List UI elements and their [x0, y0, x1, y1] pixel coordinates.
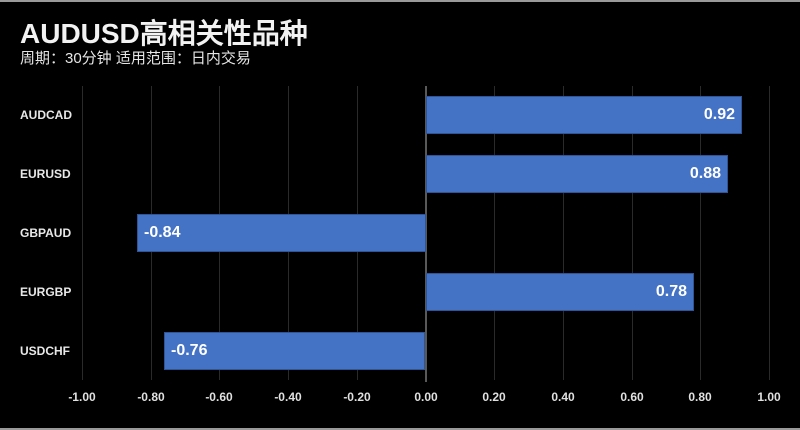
x-axis-tick-label: -0.40 — [274, 390, 302, 404]
top-border — [0, 0, 800, 2]
gridline — [563, 86, 564, 380]
bottom-border — [0, 428, 800, 430]
category-label: GBPAUD — [20, 226, 72, 240]
gridline — [700, 86, 701, 380]
category-label: EURGBP — [20, 285, 72, 299]
x-axis-tick-label: 1.00 — [757, 390, 781, 404]
gridline — [632, 86, 633, 380]
bar-usdchf[interactable]: -0.76 — [164, 332, 425, 370]
bar-value-label: 0.78 — [655, 283, 687, 300]
chart-subtitle: 周期：30分钟 适用范围：日内交易 — [20, 50, 251, 67]
x-axis-tick-label: -1.00 — [68, 390, 96, 404]
bar-gbpaud[interactable]: -0.84 — [137, 214, 426, 252]
x-axis-tick-label: -0.80 — [137, 390, 165, 404]
gridline — [769, 86, 770, 380]
x-axis-tick-label: -0.60 — [205, 390, 233, 404]
bar-value-label: 0.92 — [703, 106, 735, 123]
bar-audcad[interactable]: 0.92 — [426, 96, 742, 134]
category-label: USDCHF — [20, 344, 70, 358]
category-label: AUDCAD — [20, 108, 72, 122]
x-axis-tick-label: 0.20 — [482, 390, 506, 404]
bar-eurusd[interactable]: 0.88 — [426, 155, 728, 193]
category-label: EURUSD — [20, 167, 71, 181]
bar-value-label: -0.84 — [144, 224, 181, 241]
zero-axis-line — [425, 86, 427, 382]
x-axis-tick-label: 0.40 — [551, 390, 575, 404]
x-axis-tick-label: 0.00 — [414, 390, 438, 404]
chart-title: AUDUSD高相关性品种 — [20, 18, 308, 49]
gridline — [494, 86, 495, 380]
x-axis-tick-label: 0.60 — [620, 390, 644, 404]
bar-value-label: 0.88 — [689, 165, 721, 182]
x-axis-tick-label: 0.80 — [688, 390, 712, 404]
bar-value-label: -0.76 — [171, 342, 208, 359]
gridline — [82, 86, 83, 380]
bar-eurgbp[interactable]: 0.78 — [426, 273, 694, 311]
x-axis-tick-label: -0.20 — [343, 390, 371, 404]
